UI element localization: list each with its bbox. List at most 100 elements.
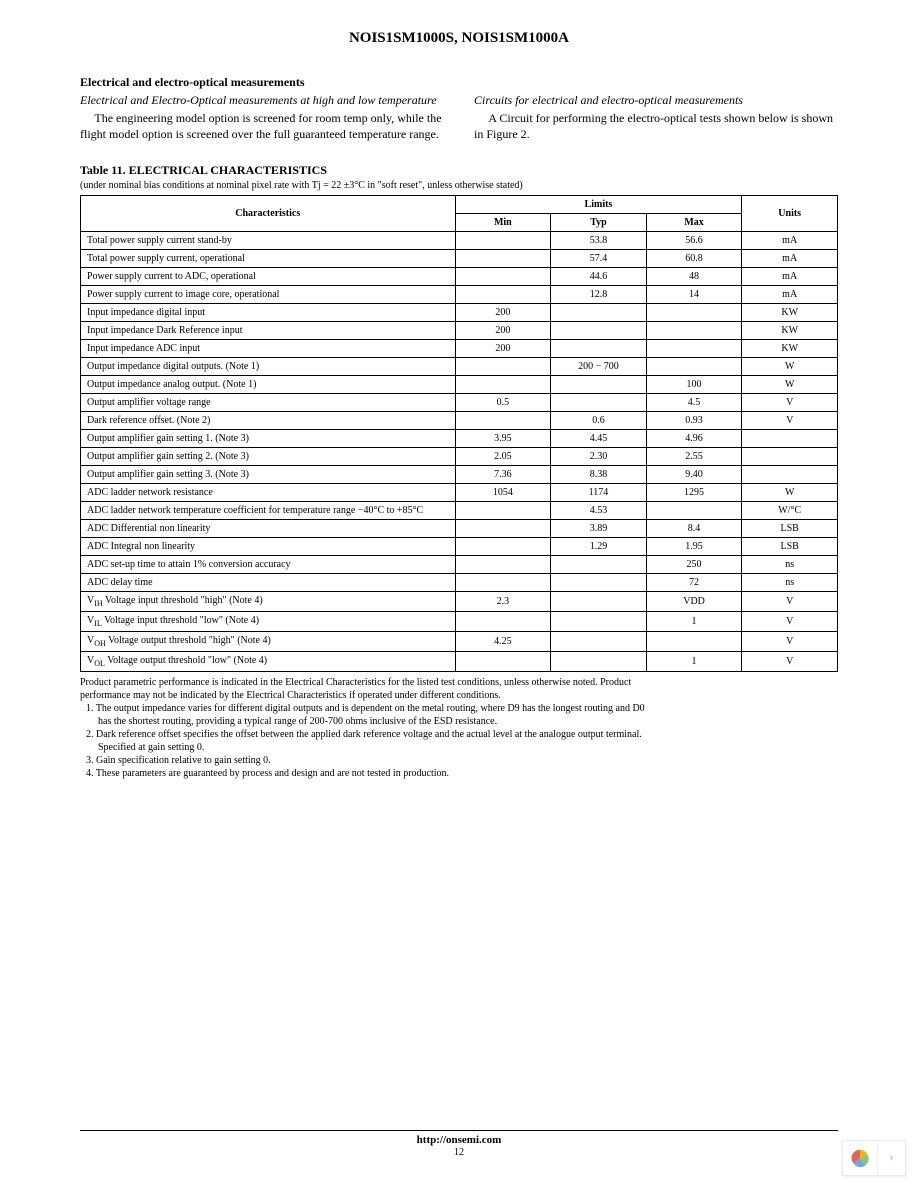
cell-typ: 200 − 700 [551,357,647,375]
cell-u: LSB [742,519,838,537]
table-row: Total power supply current stand-by 53.85… [81,231,838,249]
cell-characteristic: ADC ladder network temperature coefficie… [81,501,456,519]
cell-max [646,339,742,357]
cell-u: W [742,375,838,393]
table-row: Output impedance analog output. (Note 1)… [81,375,838,393]
th-min: Min [455,213,551,231]
cell-min [455,375,551,393]
right-column: Circuits for electrical and electro-opti… [474,92,838,143]
cell-u: mA [742,231,838,249]
cell-min [455,231,551,249]
note-4: 4. These parameters are guaranteed by pr… [80,767,838,780]
cell-typ: 4.53 [551,501,647,519]
cell-min: 1054 [455,483,551,501]
cell-min: 7.36 [455,465,551,483]
note-3: 3. Gain specification relative to gain s… [80,754,838,767]
table-row: ADC ladder network temperature coefficie… [81,501,838,519]
cell-u: mA [742,249,838,267]
table-row: VIL Voltage input threshold "low" (Note … [81,611,838,631]
table-body: Total power supply current stand-by 53.85… [81,231,838,671]
table-row: Output amplifier gain setting 1. (Note 3… [81,429,838,447]
cell-max: 8.4 [646,519,742,537]
table-row: Power supply current to image core, oper… [81,285,838,303]
note-2a: 2. Dark reference offset specifies the o… [80,728,838,741]
th-max: Max [646,213,742,231]
cell-u: V [742,591,838,611]
table-row: ADC delay time72ns [81,573,838,591]
cell-typ: 4.45 [551,429,647,447]
cell-min: 0.5 [455,393,551,411]
cell-u [742,429,838,447]
table-row: Input impedance Dark Reference input200K… [81,321,838,339]
cell-typ [551,591,647,611]
left-column: Electrical and Electro-Optical measureme… [80,92,444,143]
table-head: Characteristics Limits Units Min Typ Max [81,195,838,231]
cell-max: 56.6 [646,231,742,249]
th-characteristics: Characteristics [81,195,456,231]
cell-characteristic: VOH Voltage output threshold "high" (Not… [81,631,456,651]
cell-min: 2.3 [455,591,551,611]
cell-typ: 2.30 [551,447,647,465]
cell-min [455,573,551,591]
cell-min: 3.95 [455,429,551,447]
cell-u: V [742,651,838,671]
cell-u [742,465,838,483]
cell-min [455,411,551,429]
floating-widget[interactable]: › [842,1140,906,1176]
th-typ: Typ [551,213,647,231]
cell-max: 72 [646,573,742,591]
cell-characteristic: VOL Voltage output threshold "low" (Note… [81,651,456,671]
cell-characteristic: ADC ladder network resistance [81,483,456,501]
cell-characteristic: Dark reference offset. (Note 2) [81,411,456,429]
cell-min: 4.25 [455,631,551,651]
footer-url: http://onsemi.com [417,1134,502,1146]
cell-typ: 53.8 [551,231,647,249]
widget-logo-icon[interactable] [843,1141,877,1175]
cell-min: 200 [455,303,551,321]
cell-characteristic: ADC Differential non linearity [81,519,456,537]
table-row: VOL Voltage output threshold "low" (Note… [81,651,838,671]
cell-typ [551,611,647,631]
note-intro-1: Product parametric performance is indica… [80,676,838,689]
cell-min [455,519,551,537]
page-content: NOIS1SM1000S, NOIS1SM1000A Electrical an… [0,0,918,780]
cell-typ [551,573,647,591]
left-subhead: Electrical and Electro-Optical measureme… [80,92,444,108]
footer-page-number: 12 [80,1147,838,1158]
cell-max: 60.8 [646,249,742,267]
cell-characteristic: Output amplifier gain setting 1. (Note 3… [81,429,456,447]
cell-max [646,631,742,651]
cell-min [455,249,551,267]
right-body: A Circuit for performing the electro-opt… [474,110,838,142]
cell-characteristic: Total power supply current stand-by [81,231,456,249]
widget-arrow-icon[interactable]: › [877,1141,905,1175]
right-subhead: Circuits for electrical and electro-opti… [474,92,838,108]
cell-characteristic: Power supply current to ADC, operational [81,267,456,285]
cell-u: W/°C [742,501,838,519]
cell-u: ns [742,555,838,573]
table-title: Table 11. ELECTRICAL CHARACTERISTICS [80,163,838,178]
cell-characteristic: Input impedance ADC input [81,339,456,357]
cell-characteristic: VIL Voltage input threshold "low" (Note … [81,611,456,631]
cell-characteristic: Output impedance digital outputs. (Note … [81,357,456,375]
table-row: Total power supply current, operational5… [81,249,838,267]
cell-characteristic: ADC Integral non linearity [81,537,456,555]
cell-typ: 12.8 [551,285,647,303]
section-heading: Electrical and electro-optical measureme… [80,75,838,90]
cell-max: 1295 [646,483,742,501]
cell-max: 4.5 [646,393,742,411]
cell-max [646,321,742,339]
cell-typ [551,651,647,671]
cell-max: 48 [646,267,742,285]
cell-characteristic: Output amplifier voltage range [81,393,456,411]
cell-characteristic: Total power supply current, operational [81,249,456,267]
cell-typ: 1.29 [551,537,647,555]
cell-max: 14 [646,285,742,303]
table-row: ADC Differential non linearity3.898.4LSB [81,519,838,537]
cell-max [646,357,742,375]
note-intro-2: performance may not be indicated by the … [80,689,838,702]
cell-characteristic: Power supply current to image core, oper… [81,285,456,303]
cell-typ [551,303,647,321]
table-subtitle: (under nominal bias conditions at nomina… [80,180,838,191]
cell-min: 200 [455,339,551,357]
